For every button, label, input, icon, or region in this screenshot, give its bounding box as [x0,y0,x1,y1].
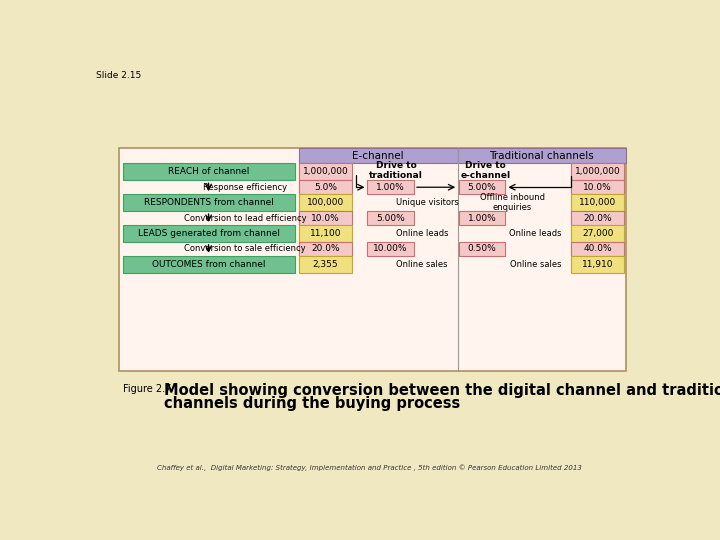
Bar [300,256,352,273]
Text: Drive to
traditional: Drive to traditional [369,160,423,180]
Bar [571,211,624,225]
Text: 40.0%: 40.0% [583,244,612,253]
Text: 10.0%: 10.0% [311,213,340,222]
Text: OUTCOMES from channel: OUTCOMES from channel [152,260,266,269]
Bar [122,256,294,273]
Text: 100,000: 100,000 [307,198,344,207]
Text: 5.0%: 5.0% [314,183,337,192]
Bar [459,242,505,256]
Bar [571,164,624,180]
Text: 1.00%: 1.00% [377,183,405,192]
Text: 1.00%: 1.00% [468,213,497,222]
Text: Offline inbound
enquiries: Offline inbound enquiries [480,193,545,212]
Bar [367,211,414,225]
Text: 110,000: 110,000 [579,198,616,207]
Bar [571,180,624,194]
Text: Slide 2.15: Slide 2.15 [96,71,141,80]
Text: 1,000,000: 1,000,000 [302,167,348,177]
Text: Unique visitors: Unique visitors [396,198,459,207]
Bar [300,242,352,256]
Text: 27,000: 27,000 [582,229,613,238]
Text: 20.0%: 20.0% [311,244,340,253]
Bar [300,225,352,242]
Text: E-channel: E-channel [353,151,404,161]
Text: Response efficiency: Response efficiency [203,183,287,192]
Text: Model showing conversion between the digital channel and traditional: Model showing conversion between the dig… [163,383,720,398]
Text: Online sales: Online sales [396,260,448,269]
Text: 11,100: 11,100 [310,229,341,238]
Text: Conversion to sale efficiency: Conversion to sale efficiency [184,244,306,253]
Text: RESPONDENTS from channel: RESPONDENTS from channel [143,198,274,207]
Text: 2,355: 2,355 [312,260,338,269]
Text: channels during the buying process: channels during the buying process [163,396,460,411]
Bar [367,242,414,256]
Bar [367,180,414,194]
Text: Online leads: Online leads [509,229,561,238]
Text: Chaffey et al.,  Digital Marketing: Strategy, Implementation and Practice , 5th : Chaffey et al., Digital Marketing: Strat… [156,464,582,470]
Text: Online leads: Online leads [396,229,449,238]
Bar [459,211,505,225]
Bar [571,194,624,211]
Bar [458,148,626,164]
Text: 0.50%: 0.50% [468,244,497,253]
Bar [122,194,294,211]
Text: 1,000,000: 1,000,000 [575,167,621,177]
Text: 5.00%: 5.00% [468,183,497,192]
Bar [300,180,352,194]
Bar [122,225,294,242]
Text: Figure 2.7: Figure 2.7 [122,384,171,394]
Bar [571,256,624,273]
Bar [119,148,626,372]
Bar [300,194,352,211]
Bar [459,180,505,194]
Bar [571,242,624,256]
Bar [300,211,352,225]
Text: Conversion to lead efficiency: Conversion to lead efficiency [184,213,306,222]
Text: Drive to
e-channel: Drive to e-channel [460,160,510,180]
Text: Traditional channels: Traditional channels [490,151,594,161]
Text: 10.0%: 10.0% [583,183,612,192]
Text: LEADS generated from channel: LEADS generated from channel [138,229,279,238]
Text: REACH of channel: REACH of channel [168,167,249,177]
Text: Online sales: Online sales [510,260,561,269]
Bar [122,164,294,180]
Text: 5.00%: 5.00% [377,213,405,222]
Bar [300,148,458,164]
Bar [300,164,352,180]
Bar [571,225,624,242]
Text: 20.0%: 20.0% [583,213,612,222]
Text: 10.00%: 10.00% [374,244,408,253]
Text: 11,910: 11,910 [582,260,613,269]
